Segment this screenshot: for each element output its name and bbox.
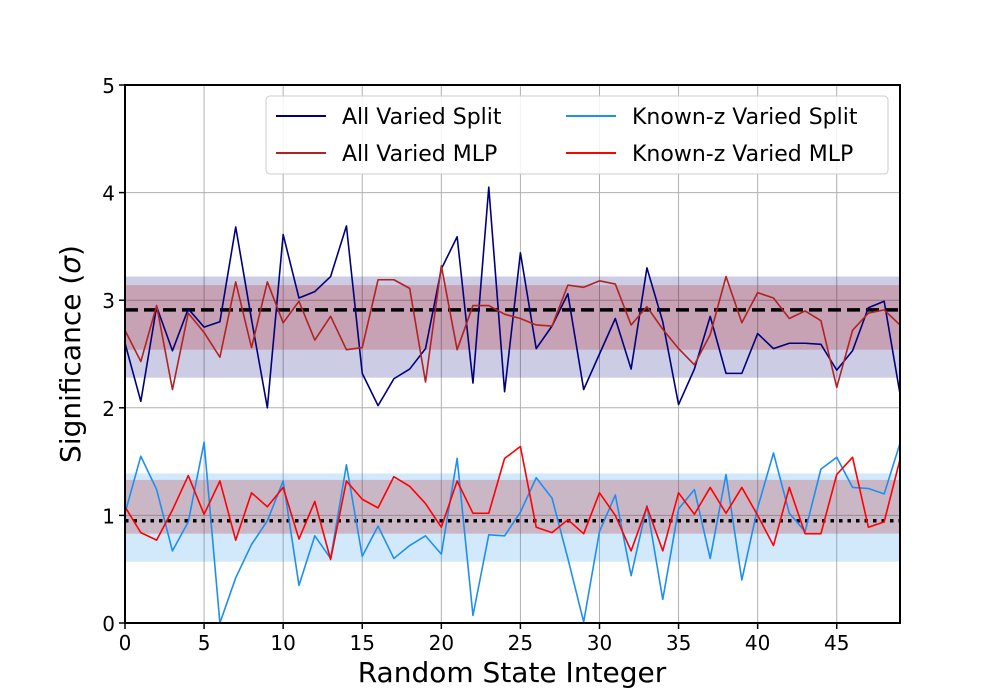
legend-label-known-z-varied-mlp: Known-z Varied MLP — [632, 142, 853, 167]
y-tick-label: 4 — [102, 182, 115, 206]
range-band — [125, 473, 900, 562]
y-axis-label-prefix: Significance ( — [54, 274, 87, 463]
series-all-varied-mlp — [124, 264, 901, 391]
series-known-z-varied-mlp — [124, 445, 901, 561]
legend: All Varied Split All Varied MLP Known-z … — [265, 95, 889, 175]
y-tick-label: 1 — [102, 504, 115, 528]
y-tick-label: 5 — [102, 74, 115, 98]
x-tick-label: 10 — [270, 631, 295, 655]
x-tick-label: 0 — [119, 631, 132, 655]
x-axis-label: Random State Integer — [358, 656, 667, 689]
series-known-z-varied-split — [124, 441, 901, 624]
plot-frame — [124, 84, 901, 624]
x-tick-label: 40 — [745, 631, 770, 655]
x-tick-label: 30 — [587, 631, 612, 655]
y-tick-label: 2 — [102, 397, 115, 421]
y-axis-label-symbol: σ — [54, 255, 87, 274]
y-axis-label: Significance (σ) — [54, 245, 87, 463]
x-tick-label: 20 — [429, 631, 454, 655]
y-tick-label: 3 — [102, 289, 115, 313]
legend-label-all-varied-mlp: All Varied MLP — [342, 142, 497, 167]
legend-label-known-z-varied-split: Known-z Varied Split — [632, 105, 858, 130]
x-tick-label: 25 — [508, 631, 533, 655]
x-tick-label: 15 — [350, 631, 375, 655]
x-tick-label: 5 — [198, 631, 211, 655]
x-tick-label: 35 — [666, 631, 691, 655]
x-axis-ticks: 0 5 10 15 20 25 30 35 40 45 — [119, 623, 849, 655]
reference-lines — [125, 308, 900, 523]
x-tick-label: 45 — [824, 631, 849, 655]
series-lines — [124, 186, 901, 624]
y-tick-label: 0 — [102, 612, 115, 636]
y-axis-ticks: 0 1 2 3 4 5 — [102, 74, 125, 636]
legend-label-all-varied-split: All Varied Split — [342, 105, 502, 130]
y-axis-label-suffix: ) — [54, 245, 87, 256]
legend-box — [265, 95, 889, 175]
